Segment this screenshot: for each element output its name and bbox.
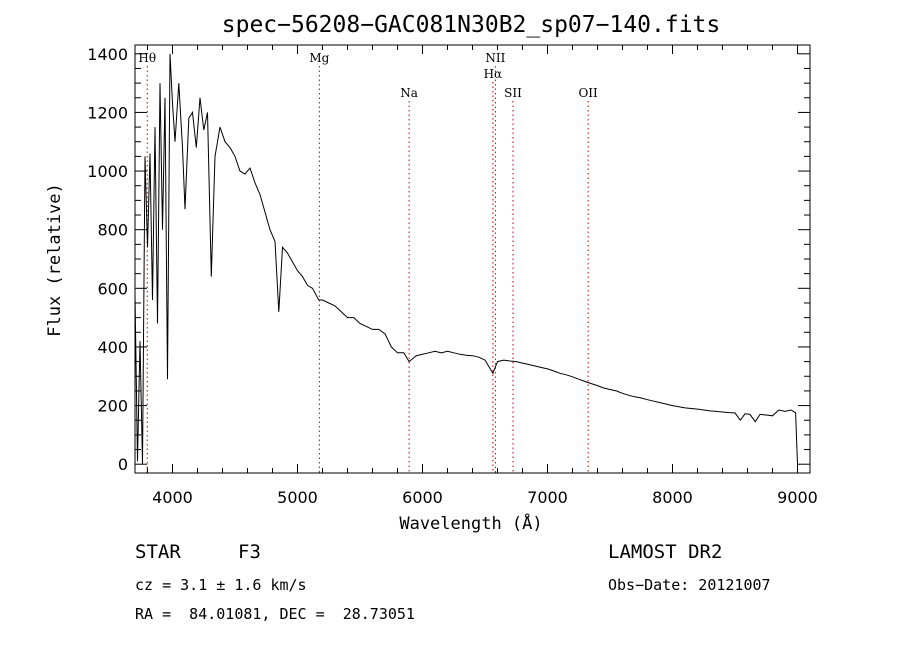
y-axis-ticks: 0 200 400 600 800 1000 1200 1400 bbox=[87, 45, 810, 474]
spectral-line-label: Mg bbox=[309, 51, 329, 65]
x-tick-label: 7000 bbox=[527, 488, 568, 507]
y-tick-label: 200 bbox=[97, 397, 128, 416]
y-tick-label: 1000 bbox=[87, 162, 128, 181]
survey-name: LAMOST DR2 bbox=[608, 541, 723, 563]
y-tick-label: 400 bbox=[97, 338, 128, 357]
spectral-line-label: NII bbox=[485, 51, 505, 65]
spectral-line-label: SII bbox=[504, 86, 522, 100]
y-tick-label: 800 bbox=[97, 221, 128, 240]
y-tick-label: 0 bbox=[118, 455, 128, 474]
x-axis-label: Wavelength (Å) bbox=[399, 512, 542, 534]
plot-frame bbox=[134, 44, 811, 474]
x-tick-label: 4000 bbox=[152, 488, 193, 507]
x-axis-ticks: 4000 5000 6000 7000 8000 9000 bbox=[147, 45, 818, 507]
y-tick-label: 600 bbox=[97, 279, 128, 298]
x-tick-label: 9000 bbox=[777, 488, 818, 507]
spectrum-series-line bbox=[134, 53, 798, 465]
y-tick-label: 1200 bbox=[87, 103, 128, 122]
chart-title: spec−56208−GAC081N30B2_sp07−140.fits bbox=[222, 12, 721, 38]
spectral-line-label: Hα bbox=[484, 67, 503, 81]
spectral-line-label: Na bbox=[400, 86, 418, 100]
x-tick-label: 6000 bbox=[402, 488, 443, 507]
object-class: STAR bbox=[135, 541, 181, 563]
x-tick-label: 5000 bbox=[277, 488, 318, 507]
object-subclass: F3 bbox=[238, 541, 261, 563]
spectral-line-label: Hθ bbox=[138, 51, 156, 65]
coordinates: RA = 84.01081, DEC = 28.73051 bbox=[135, 605, 415, 623]
spectral-line-label: OII bbox=[578, 86, 598, 100]
y-tick-label: 1400 bbox=[87, 45, 128, 64]
x-tick-label: 8000 bbox=[652, 488, 693, 507]
observation-date: Obs−Date: 20121007 bbox=[608, 576, 771, 594]
redshift-velocity: cz = 3.1 ± 1.6 km/s bbox=[135, 576, 307, 594]
y-axis-label: Flux (relative) bbox=[45, 183, 65, 337]
